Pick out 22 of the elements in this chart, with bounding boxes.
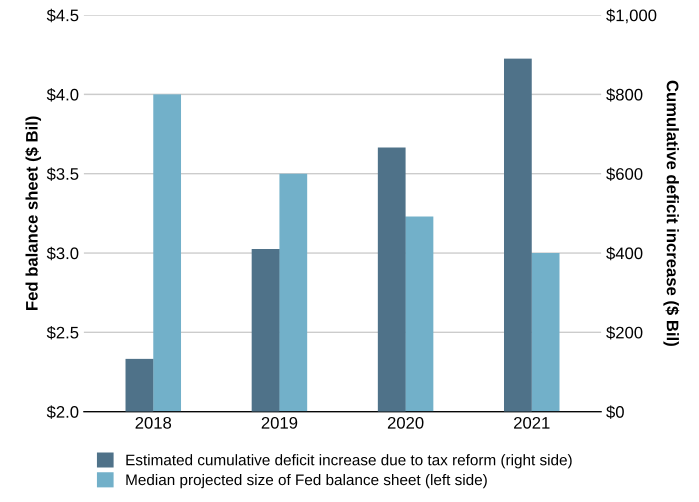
legend-label: Median projected size of Fed balance sheet (left side) [126, 474, 487, 488]
y2-tick-label: $600 [606, 167, 642, 181]
y2-tick-label: $200 [606, 326, 642, 340]
y-tick-label: $4.5 [46, 8, 78, 22]
bar [126, 358, 154, 412]
y-axis-title: Fed balance sheet ($ Bil) [25, 116, 42, 310]
y2-tick-label: $0 [606, 405, 624, 419]
y-tick-label: $2.0 [46, 405, 78, 419]
y2-tick-label: $1,000 [606, 8, 656, 24]
y-tick-label: $2.5 [46, 326, 78, 340]
x-tick-label: 2021 [514, 416, 550, 429]
x-tick-label: 2020 [388, 416, 424, 429]
y-tick-label: $3.0 [46, 246, 78, 260]
y2-axis-title: Cumulative deficit increase ($ Bil) [663, 80, 680, 346]
x-tick-label: 2018 [136, 416, 172, 429]
bar [504, 58, 532, 412]
y-tick-label: $3.5 [46, 167, 78, 181]
y-tick-label: $4.0 [46, 88, 78, 102]
legend-label: Estimated cumulative deficit increase due to tax reform (right side) [126, 454, 572, 468]
y2-tick-label: $800 [606, 88, 642, 102]
y2-tick-label: $400 [606, 246, 642, 260]
x-tick-label: 2019 [262, 416, 298, 429]
